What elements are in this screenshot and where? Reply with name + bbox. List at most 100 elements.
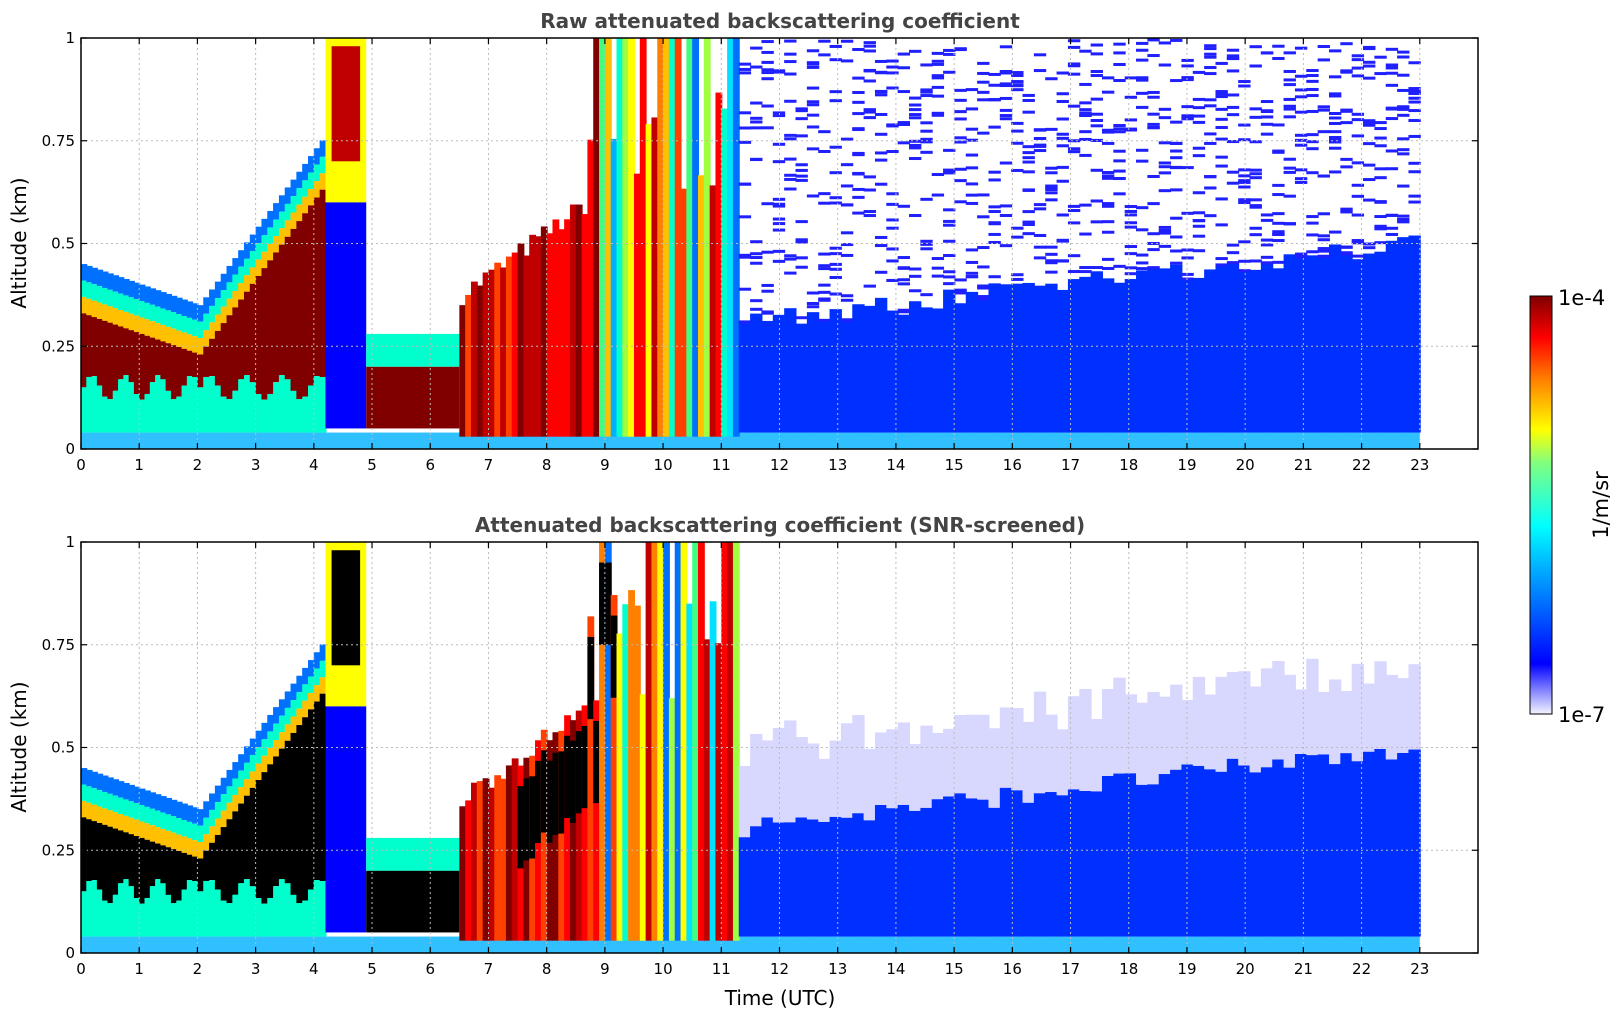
screened-cell <box>1260 668 1274 768</box>
noise-speck <box>920 137 933 141</box>
noise-speck <box>1192 249 1206 253</box>
streak <box>657 38 665 437</box>
layer-cell <box>273 707 280 724</box>
streak <box>476 781 484 941</box>
layer-cell <box>273 886 280 937</box>
noise-speck <box>806 291 820 295</box>
low-layer-edge <box>366 333 460 367</box>
layer-cell <box>243 795 251 880</box>
feature-boundary-layer-aerosol <box>81 768 199 937</box>
noise-speck <box>784 99 797 103</box>
streak <box>593 38 601 437</box>
layer-cell <box>107 273 114 290</box>
noise-speck <box>1033 207 1047 211</box>
noise-speck <box>1101 174 1115 178</box>
noise-speck <box>1056 179 1069 183</box>
noise-speck <box>909 146 922 150</box>
noise-speck <box>1067 45 1081 49</box>
noise-speck <box>943 239 956 243</box>
noise-speck <box>761 68 774 72</box>
noise-speck <box>1283 115 1296 119</box>
noise-speck <box>1317 130 1330 134</box>
layer-cell <box>308 156 315 173</box>
noise-speck <box>1204 141 1217 145</box>
cloud-core <box>331 46 361 162</box>
noise-speck <box>750 240 763 244</box>
layer-cell <box>133 394 141 433</box>
noise-speck <box>1056 213 1069 217</box>
noise-speck <box>1215 61 1228 65</box>
screened-cell <box>977 714 990 800</box>
noise-speck <box>806 113 820 117</box>
bl-cell <box>1408 749 1421 937</box>
noise-speck <box>818 192 831 196</box>
layer-cell <box>302 396 310 433</box>
layer-cell <box>273 740 280 757</box>
panel-screened: Attenuated backscattering coefficient (S… <box>7 513 1479 1010</box>
layer-cell <box>192 856 199 882</box>
noise-speck <box>1124 266 1138 270</box>
noise-speck <box>965 193 979 197</box>
noise-speck <box>897 282 911 286</box>
layer-cell <box>149 382 157 433</box>
noise-speck <box>738 140 752 144</box>
layer-cell <box>181 889 188 937</box>
layer-cell <box>149 337 157 383</box>
noise-speck <box>738 320 752 324</box>
noise-speck <box>1181 78 1194 82</box>
layer-cell <box>128 382 135 433</box>
noise-speck <box>772 259 786 263</box>
noise-speck <box>943 148 956 152</box>
bl-cell <box>761 817 774 937</box>
noise-speck <box>1385 167 1399 171</box>
noise-speck <box>1328 135 1342 139</box>
noise-speck <box>1408 109 1421 113</box>
streak <box>505 765 513 941</box>
screened-cell <box>840 723 854 818</box>
noise-speck <box>1136 78 1149 82</box>
noise-speck <box>1374 72 1387 76</box>
noise-speck <box>965 182 979 186</box>
layer-cell <box>176 818 183 835</box>
layer-cell <box>165 797 172 815</box>
streak <box>727 38 734 437</box>
layer-cell <box>249 382 257 433</box>
layer-cell <box>226 298 234 316</box>
layer-cell <box>144 806 151 824</box>
noise-speck <box>1317 212 1330 216</box>
layer-cell <box>170 399 178 433</box>
layer-cell <box>118 883 125 937</box>
noise-speck <box>1328 94 1342 98</box>
layer-cell <box>112 390 120 433</box>
noise-speck <box>738 62 752 66</box>
screened-cell <box>1124 694 1138 774</box>
layer-cell <box>238 299 245 380</box>
noise-speck <box>1158 244 1172 248</box>
bl-cell <box>1215 264 1228 433</box>
bl-cell <box>738 321 752 433</box>
bl-cell <box>750 826 763 937</box>
bl-cell <box>1136 784 1149 937</box>
layer-cell <box>139 837 146 904</box>
x-tick-label: 20 <box>1236 960 1255 978</box>
noise-speck <box>909 108 922 112</box>
layer-cell <box>197 842 205 859</box>
layer-cell <box>249 787 257 887</box>
noise-speck <box>977 215 990 219</box>
noise-speck <box>1226 69 1240 73</box>
layer-cell <box>118 814 125 831</box>
noise-speck <box>1283 222 1296 226</box>
noise-speck <box>1045 261 1058 265</box>
noise-speck <box>761 289 774 293</box>
screened-cell <box>738 765 752 838</box>
streak <box>511 252 519 437</box>
noise-speck <box>1317 247 1330 251</box>
noise-speck <box>954 278 967 282</box>
noise-speck <box>1113 159 1126 163</box>
noise-speck <box>1136 159 1149 163</box>
noise-speck <box>1306 87 1319 91</box>
noise-speck <box>840 39 854 43</box>
noise-speck <box>1022 151 1035 155</box>
noise-speck <box>1340 245 1353 249</box>
layer-cell <box>176 297 183 315</box>
